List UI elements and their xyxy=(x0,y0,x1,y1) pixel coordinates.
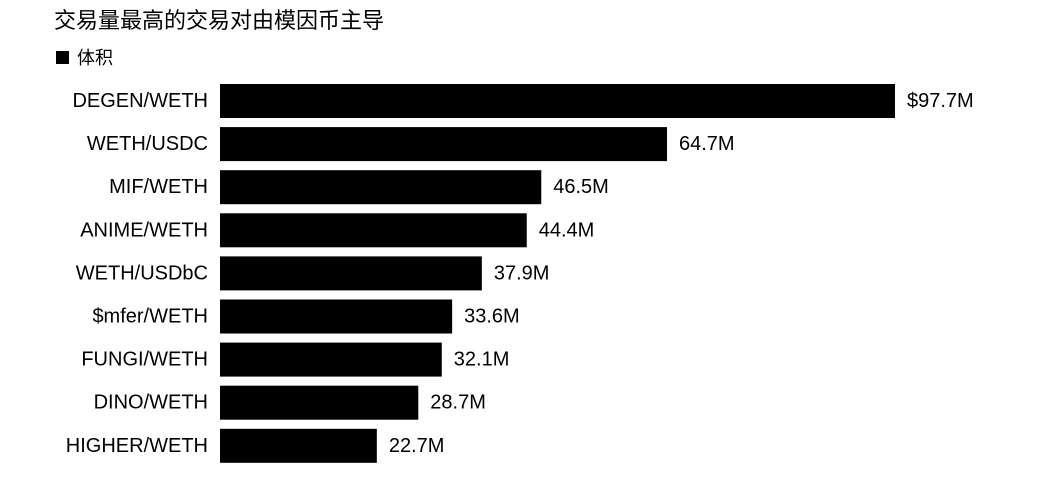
value-label: 46.5M xyxy=(553,176,609,198)
value-label: 22.7M xyxy=(389,435,445,457)
category-label: ANIME/WETH xyxy=(80,219,208,241)
bar-row: FUNGI/WETH 32.1M xyxy=(81,342,510,377)
bar-row: DINO/WETH 28.7M xyxy=(94,385,486,420)
legend-label: 体积 xyxy=(77,48,113,68)
bar xyxy=(220,213,527,248)
bar-row: MIF/WETH 46.5M xyxy=(109,170,609,205)
bar xyxy=(220,385,419,420)
bar xyxy=(220,342,442,377)
bar xyxy=(220,428,377,463)
category-label: WETH/USDbC xyxy=(76,262,208,284)
legend: 体积 xyxy=(56,46,113,68)
bar-row: $mfer/WETH 33.6M xyxy=(92,299,520,334)
category-label: MIF/WETH xyxy=(109,176,208,198)
category-label: DINO/WETH xyxy=(94,392,208,414)
bar xyxy=(220,170,542,205)
value-label: 32.1M xyxy=(454,349,510,371)
value-label: $97.7M xyxy=(907,90,974,112)
bar xyxy=(220,299,453,334)
value-label: 28.7M xyxy=(430,392,486,414)
category-label: $mfer/WETH xyxy=(92,306,208,328)
value-label: 33.6M xyxy=(464,306,520,328)
bar xyxy=(220,256,482,291)
value-label: 37.9M xyxy=(494,262,550,284)
bar-row: ANIME/WETH 44.4M xyxy=(80,213,595,248)
value-label: 44.4M xyxy=(539,219,595,241)
bar-row: HIGHER/WETH 22.7M xyxy=(66,428,445,463)
category-label: FUNGI/WETH xyxy=(81,349,208,371)
category-label: DEGEN/WETH xyxy=(72,90,208,112)
bar xyxy=(220,127,668,162)
legend-swatch xyxy=(56,50,69,64)
category-label: HIGHER/WETH xyxy=(66,435,208,457)
bar-row: WETH/USDC 64.7M xyxy=(87,127,735,162)
category-label: WETH/USDC xyxy=(87,133,208,155)
bar-row: DEGEN/WETH $97.7M xyxy=(72,84,974,118)
chart-title: 交易量最高的交易对由模因币主导 xyxy=(54,8,385,33)
value-label: 64.7M xyxy=(679,133,735,155)
bar-row: WETH/USDbC 37.9M xyxy=(76,256,550,291)
bar xyxy=(220,84,895,118)
